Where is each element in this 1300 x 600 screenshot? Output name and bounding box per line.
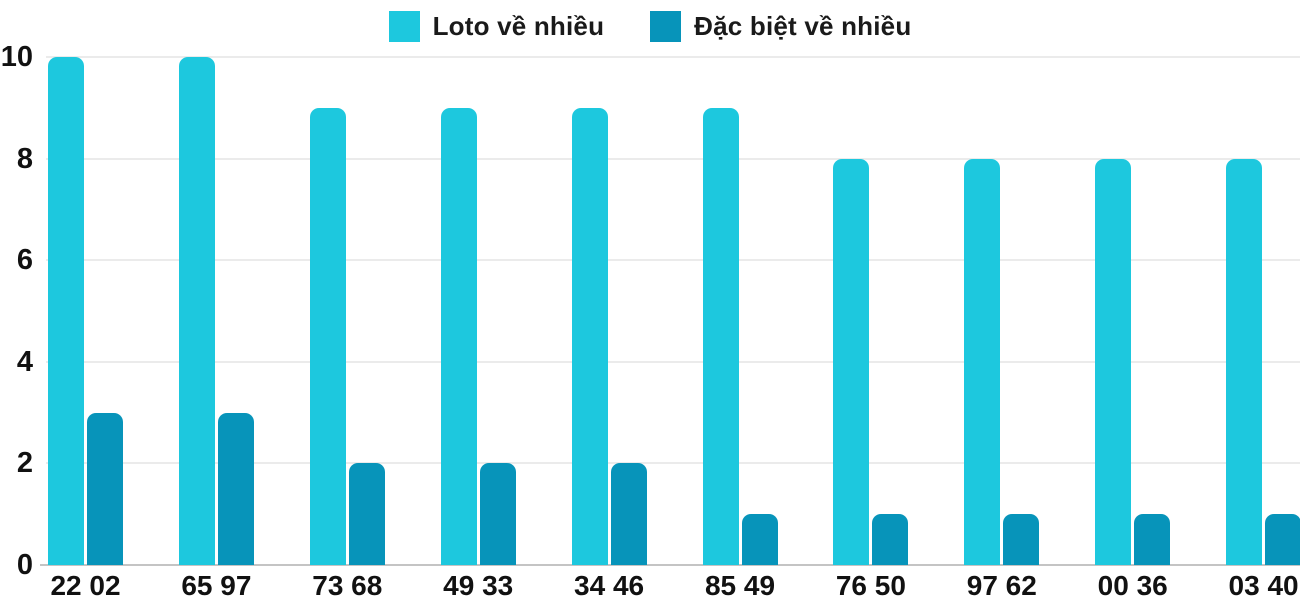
bar-dac-biet-ve-nhieu[interactable] [348,463,385,565]
y-axis-tick-label: 10 [0,41,33,73]
bar-dac-biet-ve-nhieu[interactable] [1003,514,1040,565]
x-axis-category-label: 22 02 [50,570,121,600]
x-axis-category-label: 65 97 [181,570,252,600]
x-axis-category-label: 73 68 [312,570,383,600]
bar-dac-biet-ve-nhieu[interactable] [479,463,516,565]
x-axis-category-label: 76 50 [835,570,906,600]
x-axis-category-label: 03 40 [1228,570,1299,600]
gridline-y8 [46,157,1300,160]
legend-label-dac-biet: Đặc biệt về nhiều [694,10,912,41]
x-axis-category-label: 97 62 [966,570,1037,600]
gridline-y10 [46,56,1300,58]
bar-loto-ve-nhieu[interactable] [702,107,739,565]
x-axis-category-label: 49 33 [443,570,514,600]
bar-loto-ve-nhieu[interactable] [1226,158,1263,565]
y-axis-tick-label: 2 [16,447,33,480]
bar-loto-ve-nhieu[interactable] [964,158,1001,565]
gridline-y4 [46,360,1300,363]
bar-loto-ve-nhieu[interactable] [309,107,346,565]
legend-swatch-loto-icon [388,10,420,42]
legend-item-dac-biet[interactable]: Đặc biệt về nhiều [650,10,912,42]
bar-loto-ve-nhieu[interactable] [571,107,608,565]
bar-loto-ve-nhieu[interactable] [833,158,870,565]
y-axis-tick-label: 6 [16,244,33,277]
bar-loto-ve-nhieu[interactable] [48,57,84,565]
bar-dac-biet-ve-nhieu[interactable] [610,463,647,565]
bar-dac-biet-ve-nhieu[interactable] [87,412,123,565]
y-axis-tick-label: 0 [16,549,33,581]
y-axis-tick-label: 4 [16,345,33,378]
y-axis-tick-label: 8 [16,142,33,175]
chart-legend: Loto về nhiều Đặc biệt về nhiều [0,8,1300,44]
x-axis-category-label: 00 36 [1097,570,1168,600]
bar-dac-biet-ve-nhieu[interactable] [872,514,909,565]
legend-label-loto: Loto về nhiều [432,10,605,41]
gridline-y6 [46,259,1300,262]
x-axis-line [40,564,1300,566]
bar-loto-ve-nhieu[interactable] [1095,158,1132,565]
x-axis-category-label: 85 49 [704,570,776,600]
legend-swatch-dac-biet-icon [650,10,682,42]
legend-item-loto[interactable]: Loto về nhiều [388,10,605,42]
gridline-y2 [46,462,1300,465]
bar-dac-biet-ve-nhieu[interactable] [217,412,254,565]
bar-dac-biet-ve-nhieu[interactable] [1134,514,1171,565]
bar-dac-biet-ve-nhieu[interactable] [1265,514,1300,565]
bar-dac-biet-ve-nhieu[interactable] [741,514,778,565]
x-axis-category-label: 34 46 [574,570,645,600]
bar-loto-ve-nhieu[interactable] [178,57,215,565]
bar-loto-ve-nhieu[interactable] [440,107,477,565]
